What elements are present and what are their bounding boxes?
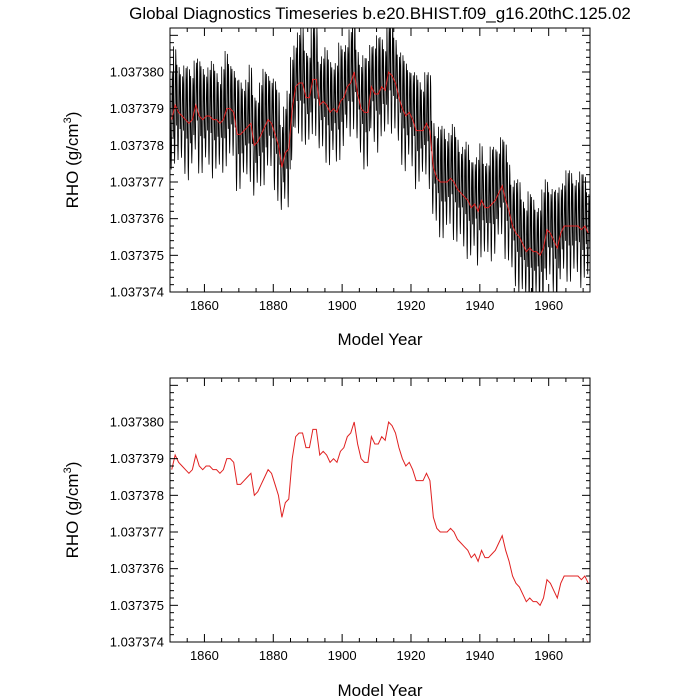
y-tick-label: 1.037374 [110,635,164,650]
x-tick-label: 1920 [397,298,426,313]
y-tick-label: 1.037376 [110,211,164,226]
x-tick-label: 1900 [328,648,357,663]
y-axis-label-superscript: 3 [62,467,74,473]
y-tick-label: 1.037374 [110,285,164,300]
x-tick-label: 1880 [259,648,288,663]
y-tick-label: 1.037377 [110,525,164,540]
y-axis-label-close: ) [63,112,82,118]
x-tick-label: 1940 [465,648,494,663]
y-tick-label: 1.037375 [110,248,164,263]
y-axis-label-superscript: 3 [62,117,74,123]
y-axis-label: RHO (g/cm3) [62,112,82,209]
x-tick-label: 1940 [465,298,494,313]
y-tick-label: 1.037378 [110,488,164,503]
x-tick-label: 1960 [534,648,563,663]
x-axis-label: Model Year [337,681,422,700]
y-tick-label: 1.037375 [110,598,164,613]
x-axis-label: Model Year [337,330,422,349]
monthly-series-line [170,28,590,292]
annual-mean-series-line [171,70,589,257]
y-tick-label: 1.037380 [110,415,164,430]
x-tick-label: 1860 [190,648,219,663]
plot-area [170,28,590,292]
bottom-timeseries-panel: 1860 1880 1900 1920 1940 1960 1.037374 1.037375… [62,377,591,700]
plot-area [171,420,589,607]
y-axis-label-text: RHO (g/cm [63,123,82,208]
x-tick-label: 1860 [190,298,219,313]
top-timeseries-panel: 1860 1880 1900 1920 1940 1960 1.037374 1.037375… [62,27,591,349]
y-axis-label: RHO (g/cm3) [62,462,82,559]
y-tick-label: 1.037377 [110,175,164,190]
y-tick-label: 1.037379 [110,451,164,466]
figure-title: Global Diagnostics Timeseries b.e20.BHIS… [129,4,631,23]
y-tick-label: 1.037378 [110,138,164,153]
x-tick-label: 1900 [328,298,357,313]
y-tick-label: 1.037379 [110,101,164,116]
annual-mean-series-line [171,420,589,607]
y-axis-label-close: ) [63,462,82,468]
y-axis-label-text: RHO (g/cm [63,473,82,558]
y-tick-label: 1.037380 [110,65,164,80]
x-tick-label: 1920 [397,648,426,663]
y-tick-label: 1.037376 [110,561,164,576]
x-tick-label: 1960 [534,298,563,313]
x-tick-label: 1880 [259,298,288,313]
